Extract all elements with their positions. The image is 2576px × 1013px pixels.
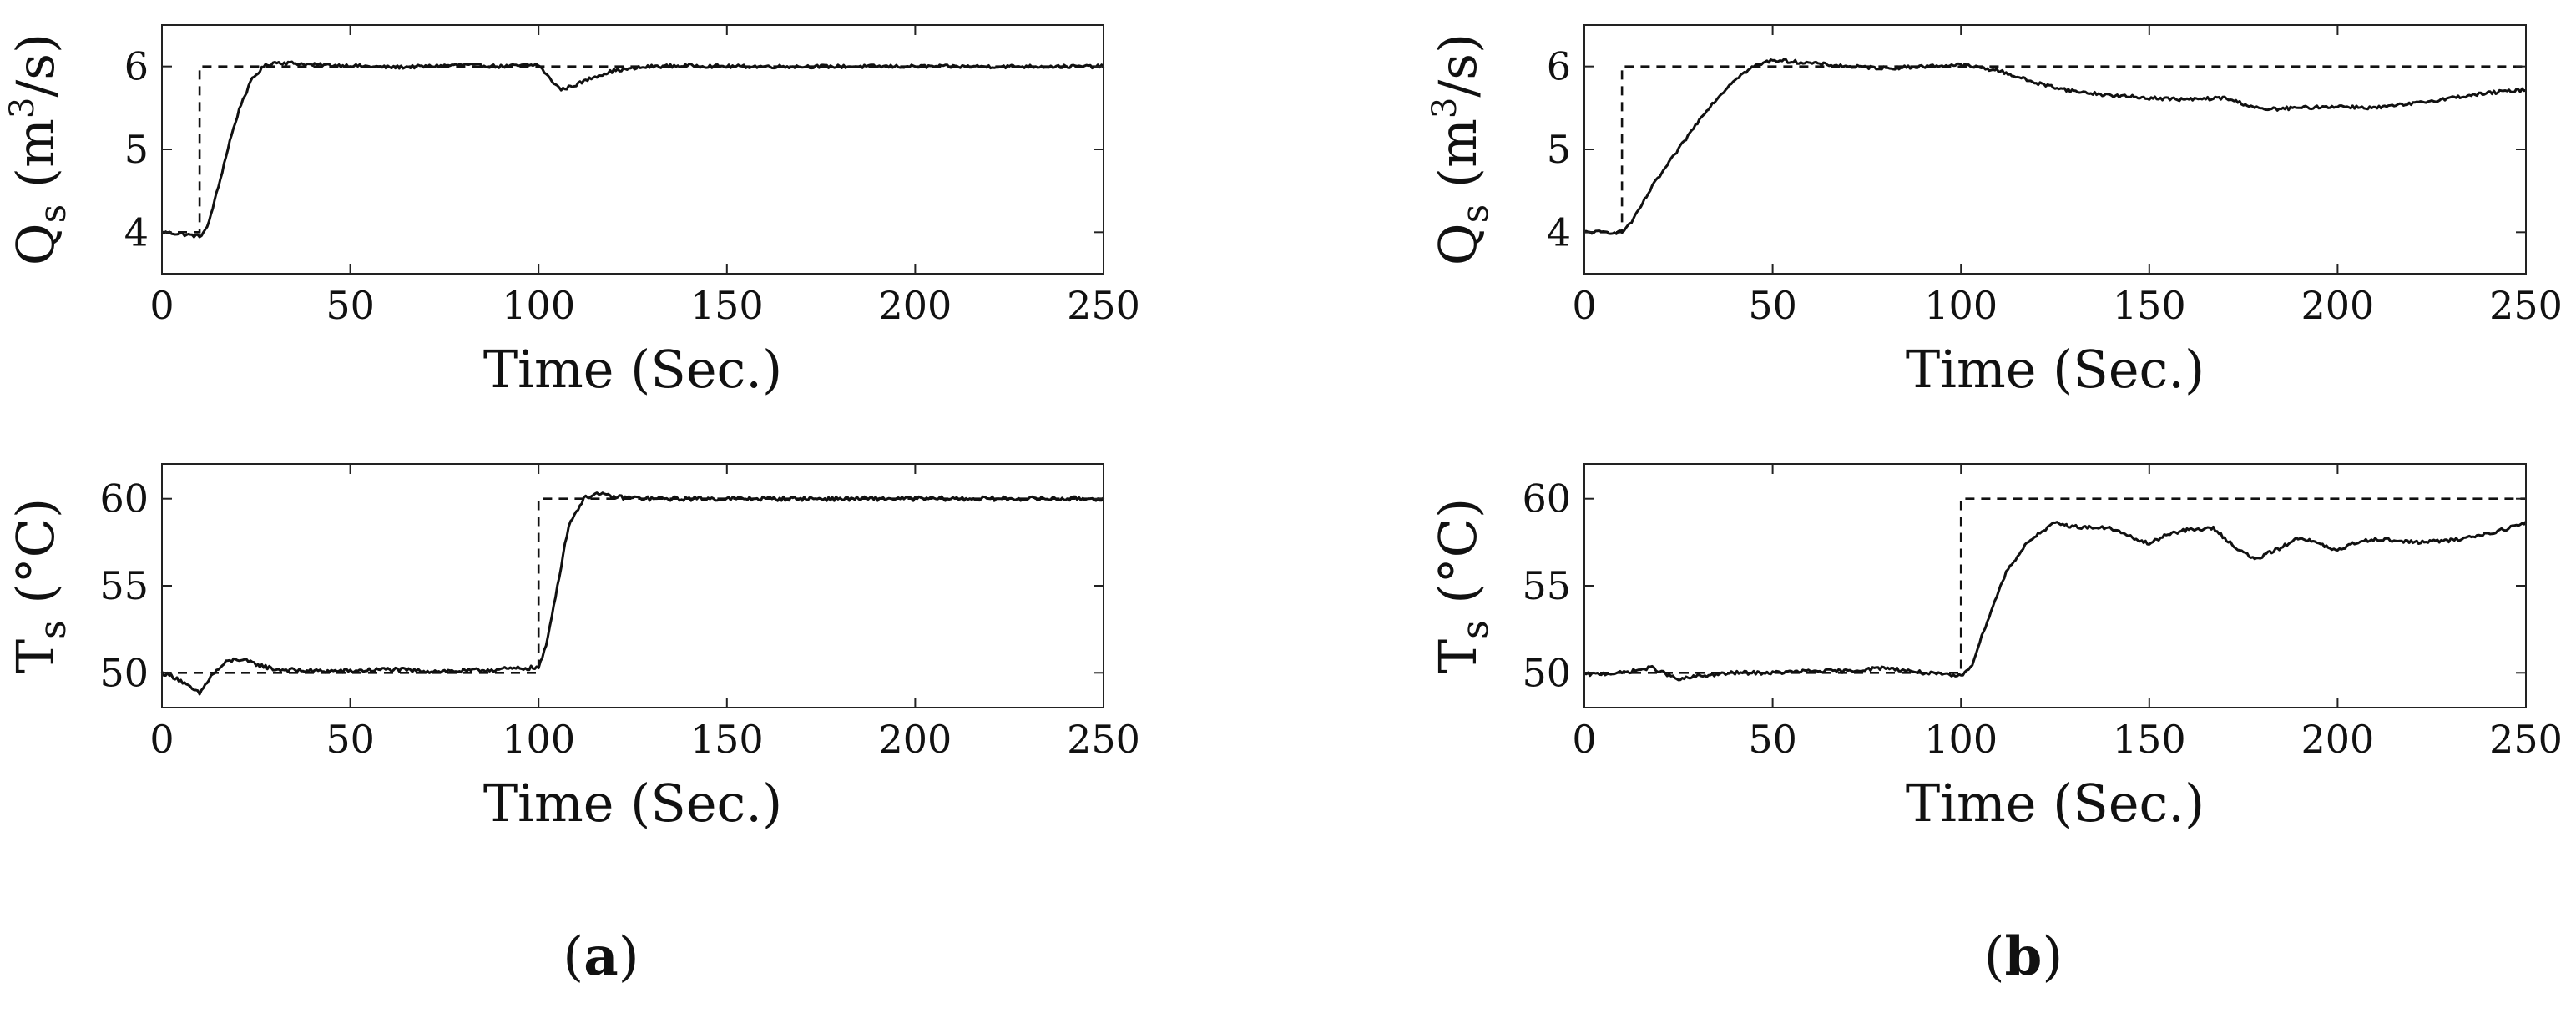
x-tick-label: 150 [690, 283, 764, 328]
x-tick-label: 250 [1067, 283, 1140, 328]
y-tick-label: 50 [99, 650, 149, 695]
x-tick-label: 0 [149, 283, 174, 328]
series-setpoint-line [162, 497, 1104, 674]
y-tick-label: 60 [99, 476, 149, 522]
x-tick-label: 150 [690, 717, 764, 762]
x-tick-label: 0 [1572, 717, 1596, 762]
x-tick-label: 150 [2113, 717, 2186, 762]
series-setpoint-line [1584, 497, 2526, 674]
y-tick-label: 55 [1522, 563, 1571, 608]
axes-frame [1583, 24, 2527, 275]
axes-frame [1583, 463, 2527, 708]
y-tick-label: 5 [124, 127, 149, 172]
x-tick-label: 100 [502, 283, 575, 328]
y-tick-label: 5 [1547, 127, 1571, 172]
y-tick-label: 6 [1547, 44, 1571, 89]
x-axis-label: Time (Sec.) [1906, 773, 2205, 834]
x-tick-label: 50 [1748, 283, 1797, 328]
x-tick-label: 50 [326, 283, 375, 328]
series-measured-line [1583, 58, 2527, 235]
series-setpoint-line [162, 65, 1104, 234]
series-measured-line [160, 60, 1105, 239]
panel-label-a: (a) [563, 925, 639, 988]
panel-label-b: (b) [1984, 925, 2063, 988]
y-axis-label: Ts (°C) [5, 498, 74, 673]
x-tick-label: 200 [2301, 717, 2374, 762]
x-tick-label: 250 [2489, 283, 2563, 328]
chart-a-top: 0 50 100 150 200 250 4 5 6 Time (Sec.) Qs (m3/s) [3, 24, 1140, 400]
series-measured-line [160, 491, 1105, 696]
y-axis-label: Ts (°C) [1427, 498, 1497, 673]
y-tick-label: 4 [1547, 209, 1571, 255]
axes-frame [161, 24, 1104, 275]
x-tick-label: 100 [502, 717, 575, 762]
y-axis-label: Qs (m3/s) [1426, 33, 1497, 265]
y-axis-label: Qs (m3/s) [3, 33, 74, 265]
x-tick-label: 150 [2113, 283, 2186, 328]
x-tick-label: 250 [2489, 717, 2563, 762]
x-tick-label: 100 [1924, 717, 1998, 762]
x-tick-label: 50 [1748, 717, 1797, 762]
y-tick-label: 50 [1522, 650, 1571, 695]
x-tick-label: 200 [878, 283, 952, 328]
x-tick-label: 0 [1572, 283, 1596, 328]
y-tick-label: 6 [124, 44, 149, 89]
series-measured-line [1583, 521, 2528, 682]
chart-b-top: 0 50 100 150 200 250 4 5 6 Time (Sec.) Qs (m3/s) [1426, 24, 2563, 400]
y-tick-label: 60 [1522, 476, 1571, 522]
x-tick-label: 250 [1067, 717, 1140, 762]
x-tick-label: 200 [2301, 283, 2374, 328]
x-axis-label: Time (Sec.) [483, 339, 782, 400]
x-tick-label: 100 [1924, 283, 1998, 328]
x-tick-label: 200 [878, 717, 952, 762]
y-tick-label: 55 [99, 563, 149, 608]
y-tick-label: 4 [124, 209, 149, 255]
x-tick-label: 50 [326, 717, 375, 762]
x-tick-label: 0 [149, 717, 174, 762]
x-axis-label: Time (Sec.) [483, 773, 782, 834]
x-axis-label: Time (Sec.) [1906, 339, 2205, 400]
